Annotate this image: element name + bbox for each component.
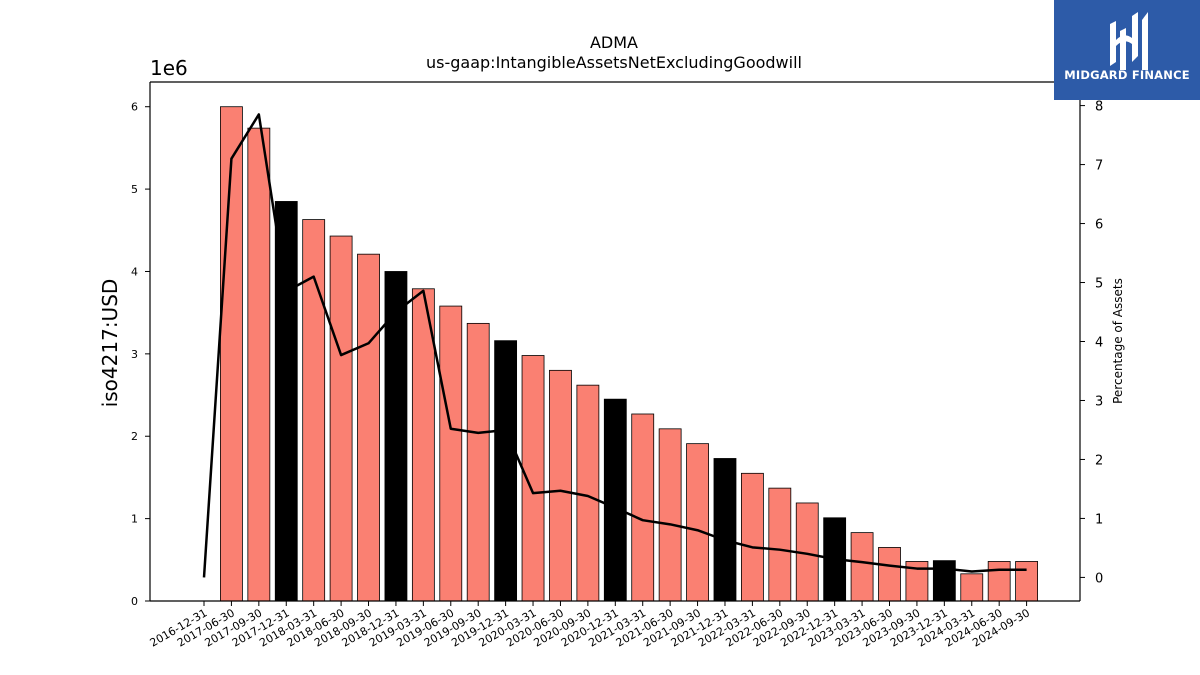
bar — [247, 127, 271, 602]
y2-axis-ticks: 0 1 2 3 4 5 6 7 8 — [1080, 100, 1103, 586]
midgard-logo-icon — [1110, 12, 1148, 70]
y-tick-label: 4 — [131, 265, 138, 278]
percentage-line — [202, 113, 1027, 578]
bar — [850, 532, 874, 602]
y-tick-label: 1 — [131, 513, 138, 526]
chart-subtitle: us-gaap:IntangibleAssetsNetExcludingGood… — [426, 53, 802, 72]
logo-text: MIDGARD FINANCE — [1064, 68, 1190, 82]
y2-axis-label: Percentage of Assets — [1111, 278, 1125, 404]
bar — [274, 201, 298, 602]
bar — [631, 413, 655, 602]
y2-tick-label: 4 — [1095, 336, 1103, 351]
y2-tick-label: 7 — [1095, 159, 1103, 174]
bar — [1015, 561, 1038, 602]
bar — [549, 369, 572, 602]
bar — [741, 472, 764, 602]
y-axis-ticks: 0 1 2 3 4 5 6 — [131, 101, 150, 608]
y2-tick-label: 8 — [1095, 100, 1103, 115]
bar — [686, 443, 709, 602]
y-tick-label: 2 — [131, 430, 138, 443]
y2-tick-label: 2 — [1095, 453, 1103, 468]
chart-title: ADMA — [590, 33, 638, 52]
bar — [466, 322, 490, 602]
bar — [357, 253, 380, 602]
bar — [576, 384, 600, 602]
y-axis-label: iso4217:USD — [98, 279, 122, 408]
line-series — [202, 113, 1027, 578]
bar-series — [220, 106, 1038, 602]
y-tick-label: 3 — [131, 348, 138, 361]
bar — [932, 560, 956, 602]
bar — [987, 561, 1011, 602]
bar — [220, 106, 243, 602]
y2-tick-label: 1 — [1095, 512, 1103, 527]
y2-tick-label: 5 — [1095, 277, 1103, 292]
y-offset-label: 1e6 — [150, 56, 188, 80]
y2-tick-label: 6 — [1095, 218, 1103, 233]
bar — [878, 547, 901, 602]
y-tick-label: 6 — [131, 101, 138, 114]
bar — [713, 458, 737, 602]
bar — [439, 305, 463, 602]
bar — [494, 340, 518, 602]
bar — [658, 428, 682, 602]
bar — [768, 487, 792, 602]
bar — [329, 235, 353, 602]
y-tick-label: 5 — [131, 183, 138, 196]
y2-tick-label: 3 — [1095, 394, 1103, 409]
y2-tick-label: 0 — [1095, 571, 1103, 586]
x-axis-ticks: 2016-12-312017-06-302017-09-302017-12-31… — [148, 601, 1032, 650]
y-tick-label: 0 — [131, 595, 138, 608]
bar — [603, 398, 627, 602]
logo: MIDGARD FINANCE — [1054, 0, 1200, 100]
bar — [960, 573, 984, 602]
